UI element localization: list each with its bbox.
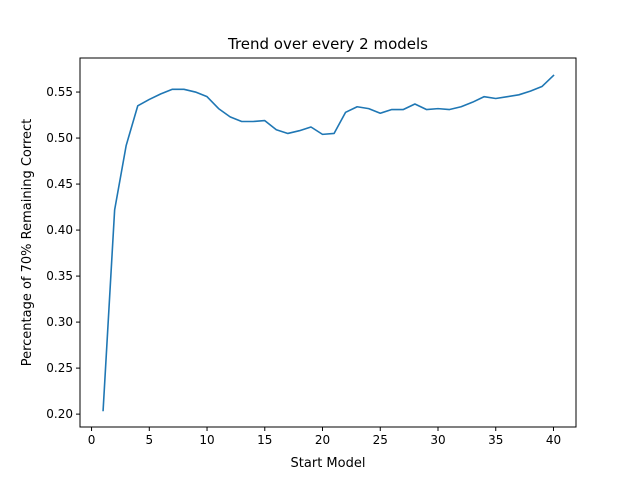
y-tick-label: 0.30 [46,315,73,329]
plot-background [80,58,576,427]
plot-area: 0 5 10 15 20 25 30 35 40 0.20 0.25 0.30 0.35 0.40 0.4… [46,57,577,447]
series-line [102,74,555,412]
y-axis-label: Percentage of 70% Remaining Correct [20,119,35,367]
x-tick-label: 15 [257,433,272,447]
x-tick-label: 5 [145,433,153,447]
y-tick-label: 0.25 [46,361,73,375]
x-axis-ticks: 0 5 10 15 20 25 30 35 40 [88,427,561,447]
x-tick-label: 35 [488,433,503,447]
y-tick-label: 0.45 [46,177,73,191]
x-tick-label: 10 [199,433,214,447]
y-axis-ticks: 0.20 0.25 0.30 0.35 0.40 0.45 0.50 0.55 [46,85,80,421]
x-tick-label: 25 [373,433,388,447]
chart-title: Trend over every 2 models [227,35,428,53]
x-tick-label: 40 [546,433,561,447]
plot-frame [79,57,577,428]
x-tick-label: 20 [315,433,330,447]
x-axis-label: Start Model [291,456,366,471]
x-tick-label: 30 [430,433,445,447]
y-tick-label: 0.50 [46,131,73,145]
y-tick-label: 0.55 [46,85,73,99]
y-tick-label: 0.35 [46,269,73,283]
y-tick-label: 0.20 [46,407,73,421]
x-tick-label: 0 [88,433,96,447]
y-tick-label: 0.40 [46,223,73,237]
series-group [102,74,555,412]
